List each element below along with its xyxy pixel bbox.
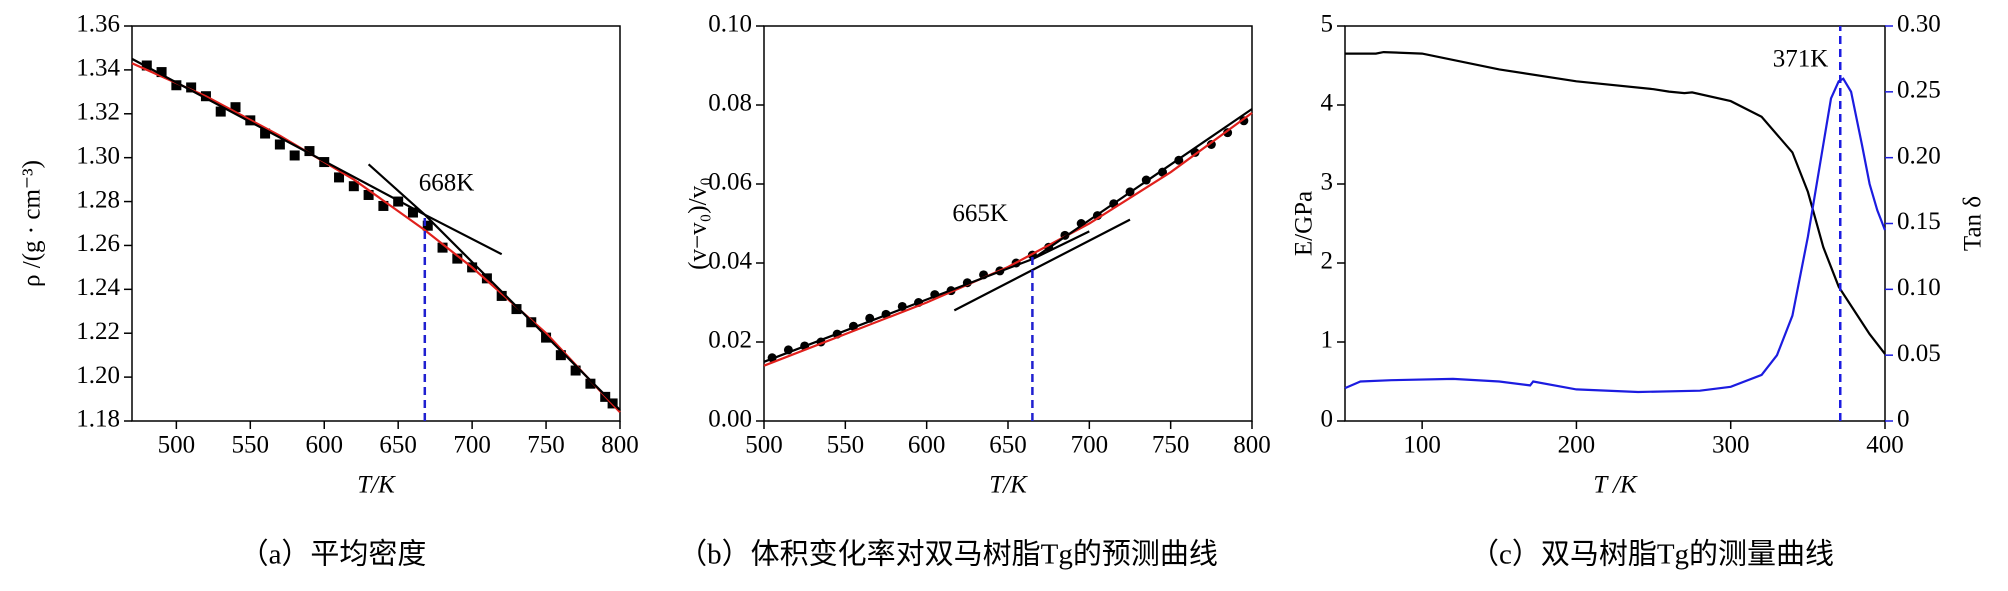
point [555,350,566,361]
x-tick-label: 700 [453,432,491,459]
line [763,112,1253,367]
y-tick-label: 0.00 [708,406,752,433]
x-tick-label: 200 [1558,432,1596,459]
x-tick-label: 650 [379,432,417,459]
line [1031,108,1253,261]
y-tick-label: 0.08 [708,90,752,117]
point [171,80,182,91]
point [260,128,271,139]
x-tick-label: 750 [1152,432,1190,459]
point [304,146,315,157]
x-tick-label: 550 [827,432,865,459]
point [289,150,300,161]
x-tick-label: 500 [745,432,783,459]
annotation: 665K [952,200,1008,227]
point [156,67,167,78]
point [215,106,226,117]
point [363,189,374,200]
point [570,365,581,376]
line [763,230,1090,363]
y2-tick-label: 0 [1897,406,1910,433]
point [437,242,448,253]
caption: （a）平均密度 [240,538,427,571]
y-tick-label: 1.26 [76,230,120,257]
y-tick-label: 1.30 [76,142,120,169]
annotation: 371K [1773,46,1829,73]
y2-tick-label: 0.10 [1897,274,1941,301]
line [953,218,1131,312]
point [348,181,359,192]
caption: （c）双马树脂Tg的测量曲线 [1470,538,1834,571]
x-tick-label: 550 [232,432,270,459]
x-axis-label: T/K [989,472,1028,499]
y2-tick-label: 0.30 [1897,11,1941,38]
x-tick-label: 500 [158,432,196,459]
x-tick-label: 650 [989,432,1027,459]
point [230,102,241,113]
y-tick-label: 4 [1321,90,1334,117]
y-tick-label: 0.02 [708,327,752,354]
y2-tick-label: 0.20 [1897,142,1941,169]
point [334,172,345,183]
x-tick-label: 600 [305,432,343,459]
y-axis-label: (v−v₀)/v₀ [685,177,712,270]
x-tick-label: 750 [527,432,565,459]
point [541,332,552,343]
point [452,253,463,264]
y-tick-label: 0.10 [708,11,752,38]
point [186,82,197,93]
x-tick-label: 700 [1071,432,1109,459]
y-tick-label: 2 [1321,248,1334,275]
point [422,220,433,231]
plot-frame [131,25,621,422]
plot-frame [763,25,1253,422]
point [511,304,522,315]
y-tick-label: 0 [1321,406,1334,433]
point [496,290,507,301]
y-tick-label: 5 [1321,11,1334,38]
annotation: 668K [419,169,475,196]
line [131,62,621,413]
y2-tick-label: 0.15 [1897,208,1941,235]
y2-tick-label: 0.25 [1897,77,1941,104]
y-axis-label: E/GPa [1291,191,1318,256]
x-tick-label: 600 [908,432,946,459]
x-axis-label: T /K [1593,472,1638,499]
y-tick-label: 1.28 [76,186,120,213]
y-axis-label: ρ /(g · cm⁻³) [19,160,46,287]
y-tick-label: 0.06 [708,169,752,196]
y-tick-label: 1.18 [76,406,120,433]
y-tick-label: 1.36 [76,11,120,38]
point [141,60,152,71]
y-tick-label: 1.24 [76,274,120,301]
point [378,200,389,211]
caption: （b）体积变化率对双马树脂Tg的预测曲线 [678,538,1218,571]
y-tick-label: 3 [1321,169,1334,196]
y-tick-label: 1.20 [76,362,120,389]
point [274,139,285,150]
x-tick-label: 800 [601,432,639,459]
line [1344,77,1887,394]
y-tick-label: 0.04 [708,248,752,275]
y2-axis-label: Tan δ [1960,196,1987,251]
y-tick-label: 1.34 [76,55,120,82]
y-tick-label: 1.32 [76,99,120,126]
y-tick-label: 1 [1321,327,1334,354]
x-tick-label: 100 [1403,432,1441,459]
line [131,57,503,256]
point [407,207,418,218]
x-tick-label: 300 [1712,432,1750,459]
y2-tick-label: 0.05 [1897,340,1941,367]
x-tick-label: 800 [1233,432,1271,459]
line [367,163,621,411]
line [1345,50,1886,355]
y-tick-label: 1.22 [76,318,120,345]
point [585,378,596,389]
x-axis-label: T/K [357,472,396,499]
x-tick-label: 400 [1866,432,1904,459]
